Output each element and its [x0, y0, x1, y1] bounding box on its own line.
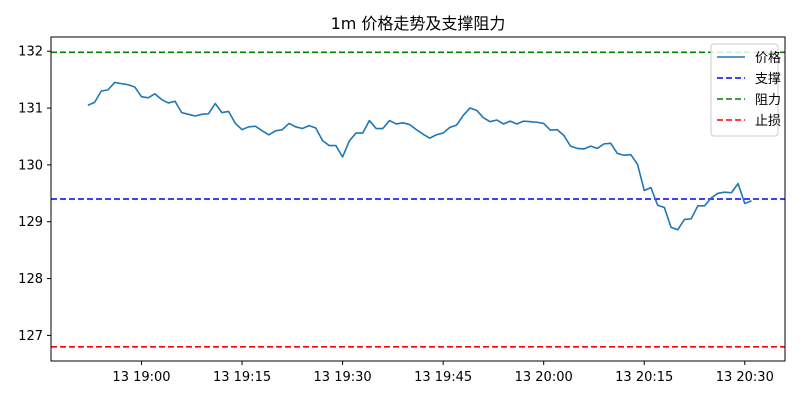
price-series-line [87, 81, 752, 231]
x-tick-label: 13 19:30 [314, 370, 372, 385]
legend-label: 阻力 [755, 93, 781, 108]
x-tick-label: 13 20:15 [615, 370, 673, 385]
chart-title: 1m 价格走势及支撑阻力 [331, 14, 506, 33]
x-tick-label: 13 20:30 [716, 370, 774, 385]
y-tick-label: 127 [18, 329, 43, 344]
y-tick-label: 128 [18, 272, 43, 287]
x-tick-label: 13 19:00 [112, 370, 170, 385]
y-tick-label: 129 [18, 215, 43, 230]
x-tick-label: 13 19:15 [213, 370, 271, 385]
legend-label: 价格 [755, 50, 781, 66]
legend-box [710, 43, 779, 137]
y-tick-label: 132 [18, 45, 43, 60]
x-tick-label: 13 20:00 [515, 370, 573, 385]
legend-label: 止损 [755, 114, 781, 129]
y-tick-label: 131 [18, 102, 43, 117]
plot-area [51, 51, 785, 348]
y-tick-label: 130 [18, 158, 43, 173]
legend-label: 支撑 [755, 72, 781, 87]
axes: 127 128 129 130 131 132 13 19:00 13 19:15 13 19:… [18, 36, 786, 385]
axes-frame [50, 36, 786, 362]
x-tick-label: 13 19:45 [414, 370, 472, 385]
